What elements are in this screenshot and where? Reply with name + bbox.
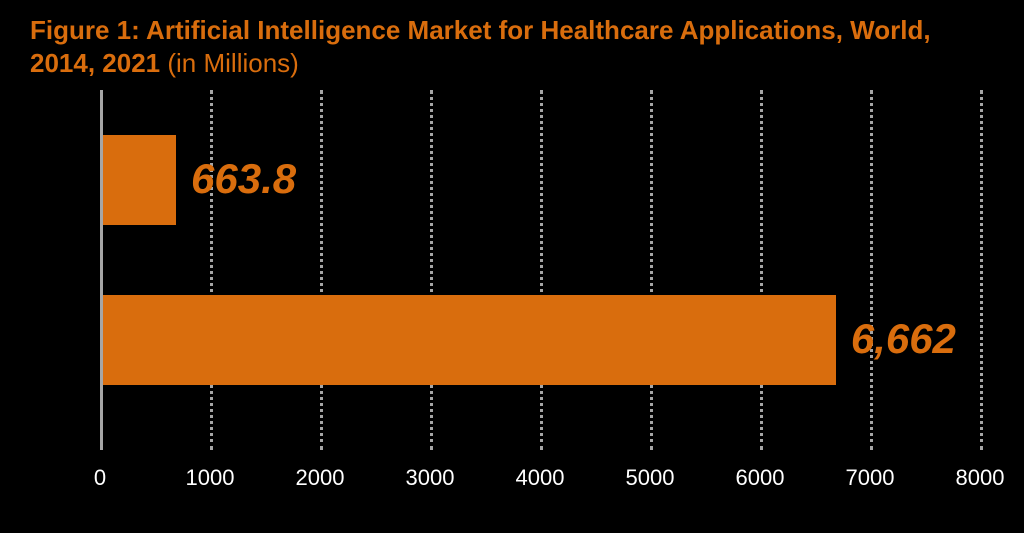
gridline — [320, 90, 323, 450]
bar — [103, 135, 176, 225]
chart-title-light: (in Millions) — [160, 48, 299, 78]
gridline — [540, 90, 543, 450]
x-tick-label: 6000 — [736, 465, 785, 491]
x-tick-label: 2000 — [296, 465, 345, 491]
x-tick-label: 8000 — [956, 465, 1005, 491]
gridline — [210, 90, 213, 450]
chart-title: Figure 1: Artificial Intelligence Market… — [30, 14, 994, 79]
gridline — [430, 90, 433, 450]
gridline — [980, 90, 983, 450]
bar-value-label: 663.8 — [191, 155, 296, 203]
x-tick-label: 1000 — [186, 465, 235, 491]
x-tick-label: 5000 — [626, 465, 675, 491]
x-tick-label: 3000 — [406, 465, 455, 491]
chart-area: 663.86,662 01000200030004000500060007000… — [100, 90, 980, 510]
x-tick-label: 0 — [94, 465, 106, 491]
gridline — [870, 90, 873, 450]
gridline — [650, 90, 653, 450]
bar-value-label: 6,662 — [851, 315, 956, 363]
x-tick-label: 4000 — [516, 465, 565, 491]
x-tick-label: 7000 — [846, 465, 895, 491]
plot-area: 663.8 6,662 — [100, 90, 980, 450]
bar — [103, 295, 836, 385]
gridline — [760, 90, 763, 450]
